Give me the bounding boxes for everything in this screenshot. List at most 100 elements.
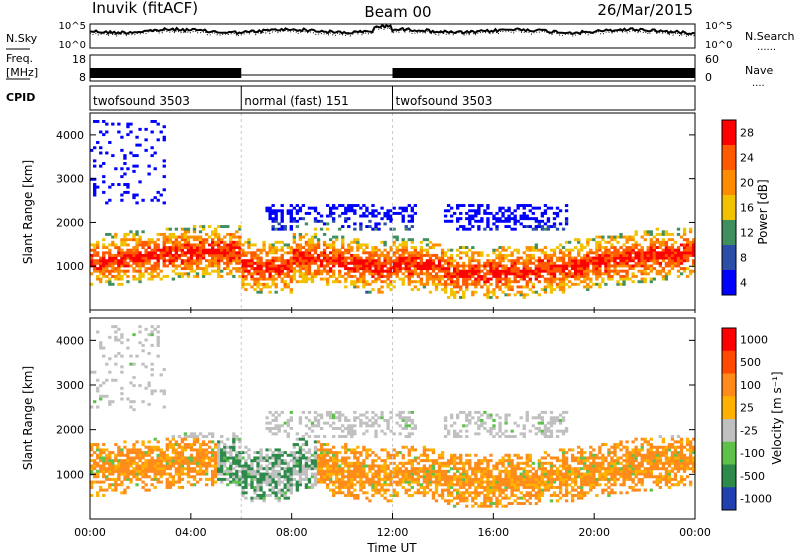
heatmap-cell [413,269,417,273]
heatmap-cell [141,464,145,468]
heatmap-cell [301,477,306,481]
heatmap-cell [453,259,457,263]
heatmap-cell [108,232,112,236]
heatmap-cell [123,472,127,476]
heatmap-cell [322,477,327,481]
heatmap-cell [192,274,197,278]
heatmap-cell [204,448,209,452]
heatmap-cell [477,264,481,268]
heatmap-cell [449,477,454,481]
heatmap-cell [377,469,381,473]
heatmap-cell [319,451,324,455]
heatmap-cell [516,261,520,265]
heatmap-cell [661,238,666,242]
heatmap-cell [371,421,375,425]
heatmap-cell [159,475,163,479]
heatmap-cell [307,467,312,471]
heatmap-cell [453,504,457,508]
heatmap-cell [90,464,94,468]
heatmap-cell [332,435,336,439]
heatmap-cell [437,280,442,284]
heatmap-cell [410,464,414,468]
heatmap-cell [449,493,454,497]
heatmap-cell [531,256,535,260]
heatmap-cell [192,246,197,250]
heatmap-cell [150,467,154,471]
heatmap-cell [108,277,112,281]
heatmap-cell [676,259,681,263]
heatmap-cell [543,280,548,284]
heatmap-cell [301,467,306,471]
heatmap-cell [150,130,154,134]
heatmap-cell [289,418,293,422]
heatmap-cell [465,477,469,481]
heatmap-cell [350,480,354,484]
heatmap-cell [558,277,563,281]
heatmap-cell [120,238,124,242]
heatmap-cell [583,269,587,273]
heatmap-cell [434,477,439,481]
heatmap-cell [446,475,451,479]
heatmap-cell [504,264,508,268]
heatmap-cell [371,488,375,492]
heatmap-cell [265,453,269,457]
heatmap-cell [398,410,402,414]
heatmap-cell [413,272,417,276]
heatmap-cell [652,240,656,244]
heatmap-cell [380,413,384,417]
heatmap-cell [440,264,445,268]
heatmap-cell [341,264,345,268]
heatmap-cell [670,261,675,265]
heatmap-cell [238,238,242,242]
heatmap-cell [132,472,136,476]
heatmap-cell [313,251,318,255]
heatmap-cell [416,280,421,284]
heatmap-cell [389,269,393,273]
heatmap-cell [652,253,656,257]
heatmap-cell [580,243,584,247]
heatmap-cell [186,272,191,276]
heatmap-cell [344,435,348,439]
heatmap-cell [465,504,469,508]
heatmap-cell [153,469,157,473]
heatmap-cell [410,238,414,242]
heatmap-cell [99,488,103,492]
heatmap-cell [238,240,242,244]
heatmap-cell [277,272,281,276]
heatmap-cell [316,435,321,439]
heatmap-cell [483,272,487,276]
heatmap-cell [525,253,529,257]
heatmap-cell [443,469,448,473]
heatmap-cell [498,256,502,260]
heatmap-cell [437,267,442,271]
heatmap-cell [132,269,136,273]
heatmap-cell [462,480,466,484]
heatmap-cell [328,480,333,484]
heatmap-cell [410,467,414,471]
heatmap-cell [413,448,417,452]
heatmap-cell [274,491,278,495]
heatmap-cell [443,280,448,284]
heatmap-cell [141,472,145,476]
heatmap-cell [643,269,647,273]
heatmap-cell [489,295,493,299]
heatmap-cell [150,272,154,276]
heatmap-cell [114,354,118,358]
heatmap-cell [217,246,221,250]
heatmap-cell [679,267,684,271]
heatmap-cell [211,453,215,457]
heatmap-cell [504,285,508,289]
heatmap-cell [425,259,430,263]
noise-panel-frame [89,23,696,49]
heatmap-cell [601,235,605,239]
heatmap-cell [325,261,330,265]
heatmap-cell [410,459,414,463]
heatmap-cell [189,432,194,436]
heatmap-cell [108,282,112,286]
heatmap-cell [483,496,487,500]
heatmap-cell [428,448,433,452]
heatmap-cell [456,416,460,420]
heatmap-cell [301,217,306,221]
heatmap-cell [595,264,599,268]
heatmap-cell [428,253,433,257]
